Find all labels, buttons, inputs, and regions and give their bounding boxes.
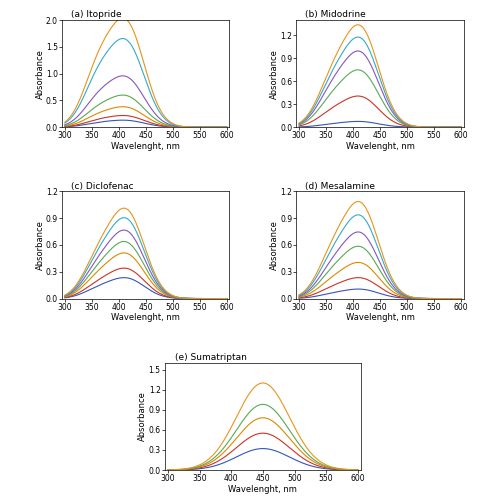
Text: (e) Sumatriptan: (e) Sumatriptan	[174, 353, 247, 362]
X-axis label: Wavelenght, nm: Wavelenght, nm	[346, 142, 414, 150]
Y-axis label: Absorbance: Absorbance	[270, 220, 279, 270]
X-axis label: Wavelenght, nm: Wavelenght, nm	[346, 313, 414, 322]
Y-axis label: Absorbance: Absorbance	[270, 48, 279, 98]
X-axis label: Wavelenght, nm: Wavelenght, nm	[111, 142, 180, 150]
Y-axis label: Absorbance: Absorbance	[35, 48, 44, 98]
X-axis label: Wavelenght, nm: Wavelenght, nm	[228, 484, 297, 494]
X-axis label: Wavelenght, nm: Wavelenght, nm	[111, 313, 180, 322]
Text: (c) Diclofenac: (c) Diclofenac	[70, 182, 133, 190]
Text: (b) Midodrine: (b) Midodrine	[305, 10, 366, 19]
Y-axis label: Absorbance: Absorbance	[35, 220, 44, 270]
Text: (d) Mesalamine: (d) Mesalamine	[305, 182, 375, 190]
Y-axis label: Absorbance: Absorbance	[138, 392, 147, 442]
Text: (a) Itopride: (a) Itopride	[70, 10, 121, 19]
